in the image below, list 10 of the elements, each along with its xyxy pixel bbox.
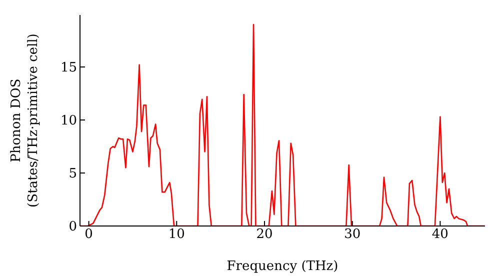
x-tick-label: 40: [432, 227, 448, 242]
x-axis-title: Frequency (THz): [226, 259, 338, 274]
x-tick-label: 10: [168, 227, 185, 242]
y-tick-label: 15: [60, 60, 77, 76]
y-tick-label: 5: [68, 166, 77, 182]
x-tick-label: 20: [256, 227, 273, 242]
x-tick-label: 30: [344, 227, 361, 242]
y-axis-title: Phonon DOS (States/THz·primitive cell): [9, 33, 41, 208]
x-tick-label: 0: [84, 227, 93, 242]
y-tick-label: 10: [60, 114, 77, 129]
